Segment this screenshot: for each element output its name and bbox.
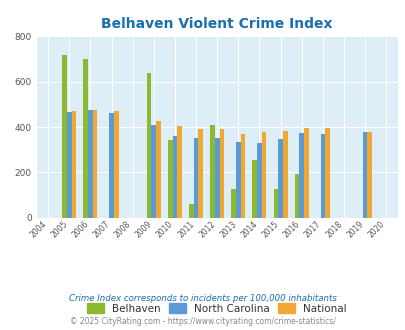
- Bar: [62, 55, 67, 218]
- Bar: [168, 140, 172, 218]
- Bar: [324, 128, 329, 218]
- Bar: [67, 112, 71, 218]
- Bar: [147, 73, 151, 218]
- Bar: [261, 132, 266, 218]
- Bar: [367, 132, 371, 218]
- Bar: [210, 125, 214, 218]
- Bar: [235, 142, 240, 218]
- Bar: [294, 174, 298, 218]
- Bar: [298, 133, 303, 218]
- Bar: [282, 131, 287, 218]
- Bar: [177, 126, 181, 218]
- Bar: [214, 138, 219, 218]
- Text: Crime Index corresponds to incidents per 100,000 inhabitants: Crime Index corresponds to incidents per…: [69, 294, 336, 303]
- Bar: [362, 132, 367, 218]
- Bar: [156, 121, 160, 218]
- Bar: [193, 138, 198, 218]
- Legend: Belhaven, North Carolina, National: Belhaven, North Carolina, National: [83, 299, 350, 318]
- Bar: [240, 134, 245, 218]
- Bar: [273, 189, 277, 218]
- Bar: [88, 111, 92, 218]
- Bar: [198, 129, 202, 218]
- Bar: [92, 110, 97, 218]
- Bar: [277, 139, 282, 218]
- Bar: [172, 136, 177, 218]
- Bar: [231, 189, 235, 218]
- Bar: [320, 134, 324, 218]
- Text: © 2025 CityRating.com - https://www.cityrating.com/crime-statistics/: © 2025 CityRating.com - https://www.city…: [70, 317, 335, 326]
- Bar: [113, 112, 118, 218]
- Bar: [109, 113, 113, 218]
- Bar: [83, 59, 88, 218]
- Bar: [256, 143, 261, 218]
- Bar: [151, 125, 156, 218]
- Bar: [252, 160, 256, 218]
- Bar: [189, 204, 193, 218]
- Title: Belhaven Violent Crime Index: Belhaven Violent Crime Index: [101, 17, 332, 31]
- Bar: [71, 112, 76, 218]
- Bar: [219, 129, 224, 218]
- Bar: [303, 127, 308, 218]
